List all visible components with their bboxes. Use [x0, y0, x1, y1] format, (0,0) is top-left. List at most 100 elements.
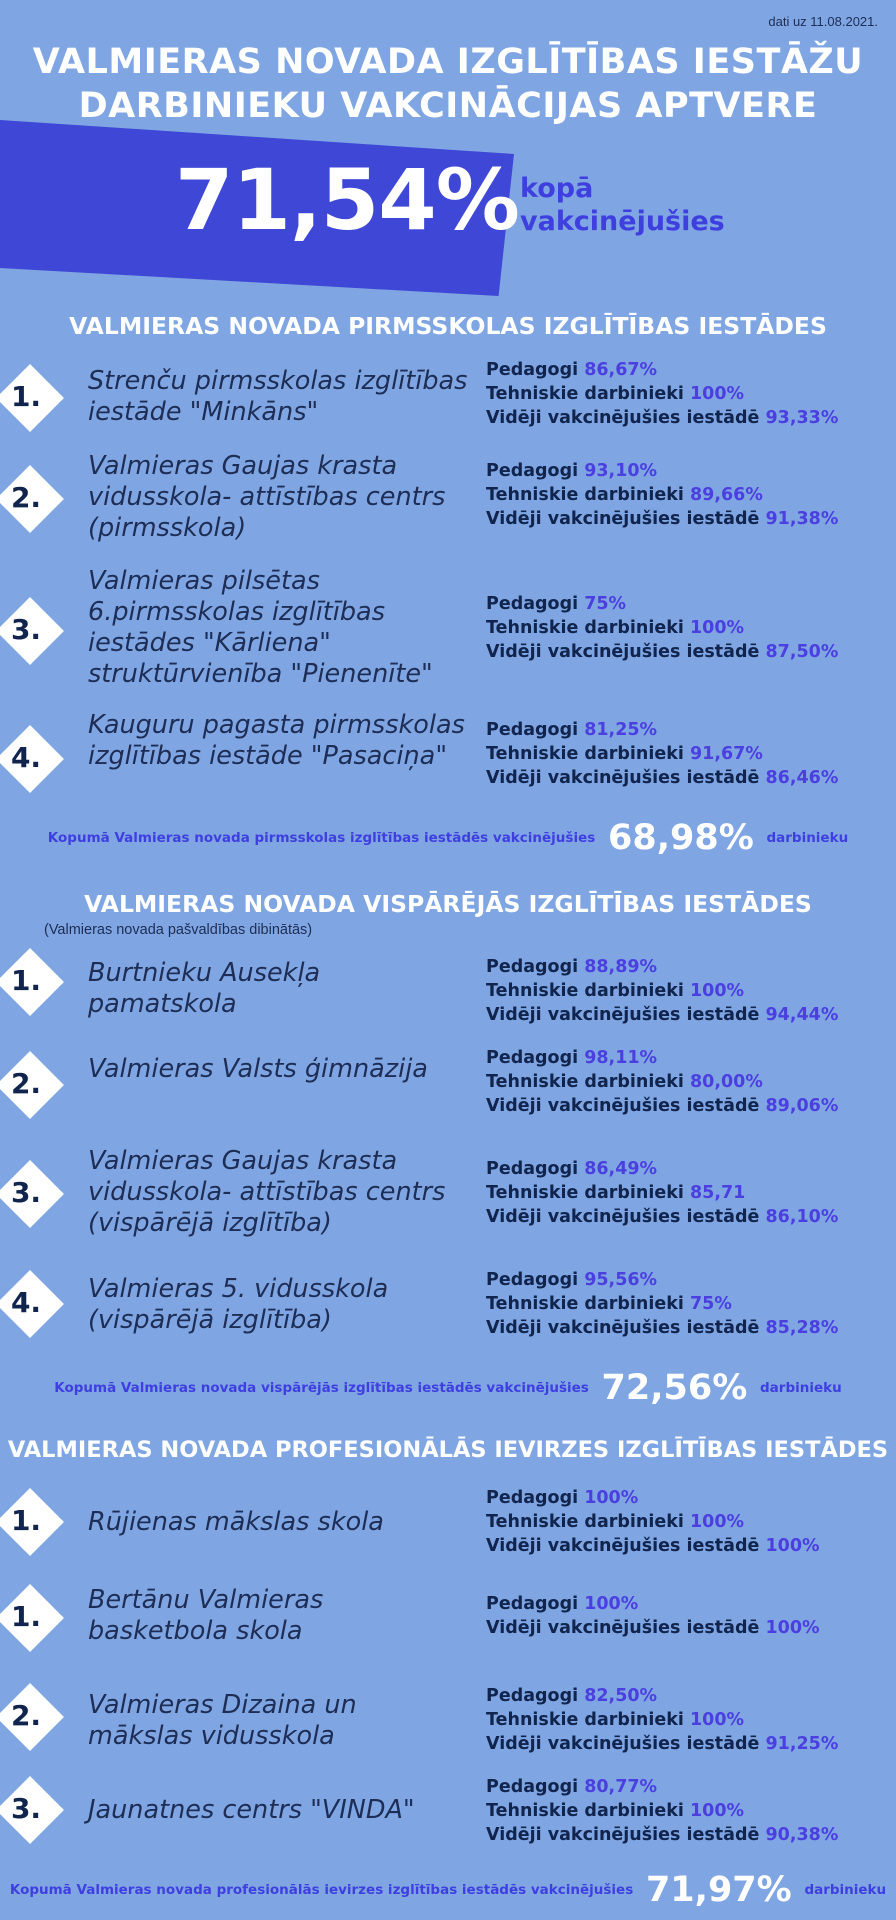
tehniskie-label: Tehniskie darbinieki [486, 744, 684, 764]
videji-label: Vidēji vakcinējušies iestādē [486, 1207, 760, 1227]
pedagogi-label: Pedagogi [486, 720, 579, 740]
pedagogi-value: 98,11% [584, 1048, 658, 1068]
institution-name: Valmieras Dizaina un mākslas vidusskola [88, 1690, 357, 1751]
videji-label: Vidēji vakcinējušies iestādē [486, 1096, 760, 1116]
videji-label: Vidēji vakcinējušies iestādē [486, 1005, 760, 1025]
tehniskie-value: 80,00% [689, 1072, 763, 1092]
videji-value: 86,46% [765, 768, 839, 788]
section-title: VALMIERAS NOVADA VISPĀRĒJĀS IZGLĪTĪBAS I… [84, 890, 812, 918]
institution-name: Kauguru pagasta pirmsskolas izglītības i… [88, 710, 465, 771]
pedagogi-value: 100% [584, 1594, 639, 1614]
total-percent: 71,54% [175, 151, 520, 249]
pedagogi-value: 82,50% [584, 1686, 658, 1706]
institution-name: Valmieras Gaujas krasta vidusskola- attī… [88, 451, 446, 543]
videji-label: Vidēji vakcinējušies iestādē [486, 1825, 760, 1845]
institution-name: Valmieras Gaujas krasta vidusskola- attī… [88, 1146, 446, 1238]
tehniskie-value: 89,66% [689, 485, 763, 505]
rank-number: 1. [10, 1504, 42, 1537]
main-title: VALMIERAS NOVADA IZGLĪTĪBAS IESTĀŽU DARB… [0, 40, 896, 128]
tehniskie-label: Tehniskie darbinieki [486, 384, 684, 404]
rank-number: 1. [10, 380, 42, 413]
rank-number: 3. [10, 1176, 42, 1209]
rank-number: 2. [10, 1699, 42, 1732]
videji-label: Vidēji vakcinējušies iestādē [486, 1618, 760, 1638]
tehniskie-label: Tehniskie darbinieki [486, 981, 684, 1001]
pedagogi-label: Pedagogi [486, 1594, 579, 1614]
videji-value: 90,38% [765, 1825, 839, 1845]
pedagogi-label: Pedagogi [486, 1048, 579, 1068]
tehniskie-value: 100% [689, 1801, 745, 1821]
section-total-prefix: Kopumā Valmieras novada vispārējās izglī… [54, 1380, 589, 1396]
pedagogi-label: Pedagogi [486, 1686, 579, 1706]
section-total-suffix: darbinieku [760, 1380, 842, 1396]
rank-number: 4. [10, 1286, 42, 1319]
tehniskie-label: Tehniskie darbinieki [486, 1072, 684, 1092]
pedagogi-value: 75% [584, 594, 627, 614]
section-title: VALMIERAS NOVADA PIRMSSKOLAS IZGLĪTĪBAS … [69, 312, 827, 340]
pedagogi-value: 100% [584, 1488, 639, 1508]
stats-block: Pedagogi 86,67% Tehniskie darbinieki 100… [486, 358, 838, 430]
tehniskie-value: 100% [689, 981, 745, 1001]
pedagogi-label: Pedagogi [486, 1270, 579, 1290]
pedagogi-label: Pedagogi [486, 1159, 579, 1179]
videji-label: Vidēji vakcinējušies iestādē [486, 768, 760, 788]
tehniskie-value: 100% [689, 618, 745, 638]
rank-number: 2. [10, 1067, 42, 1100]
videji-value: 93,33% [765, 408, 839, 428]
institution-name: Jaunatnes centrs "VINDA" [88, 1795, 415, 1825]
pedagogi-label: Pedagogi [486, 1777, 579, 1797]
tehniskie-label: Tehniskie darbinieki [486, 1710, 684, 1730]
section-total: Kopumā Valmieras novada profesionālās ie… [0, 1870, 896, 1910]
rank-number: 1. [10, 964, 42, 997]
data-date: dati uz 11.08.2021. [768, 14, 878, 29]
stats-block: Pedagogi 82,50% Tehniskie darbinieki 100… [486, 1684, 838, 1756]
tehniskie-value: 100% [689, 1512, 745, 1532]
tehniskie-label: Tehniskie darbinieki [486, 618, 684, 638]
tehniskie-label: Tehniskie darbinieki [486, 1512, 684, 1532]
section-total-prefix: Kopumā Valmieras novada profesionālās ie… [9, 1882, 634, 1898]
institution-name: Valmieras pilsētas 6.pirmsskolas izglītī… [88, 566, 433, 689]
videji-value: 85,28% [765, 1318, 839, 1338]
section-title: VALMIERAS NOVADA PROFESIONĀLĀS IEVIRZES … [7, 1437, 889, 1463]
stats-block: Pedagogi 100% Vidēji vakcinējušies iestā… [486, 1592, 820, 1640]
tehniskie-label: Tehniskie darbinieki [486, 485, 684, 505]
section-total-suffix: darbinieku [804, 1882, 887, 1898]
stats-block: Pedagogi 100% Tehniskie darbinieki 100% … [486, 1486, 820, 1558]
institution-name: Valmieras Valsts ģimnāzija [88, 1054, 428, 1084]
videji-value: 91,38% [765, 509, 839, 529]
stats-block: Pedagogi 88,89% Tehniskie darbinieki 100… [486, 955, 838, 1027]
videji-value: 86,10% [765, 1207, 839, 1227]
videji-label: Vidēji vakcinējušies iestādē [486, 509, 760, 529]
pedagogi-label: Pedagogi [486, 957, 579, 977]
pedagogi-value: 95,56% [584, 1270, 658, 1290]
videji-value: 94,44% [765, 1005, 839, 1025]
pedagogi-value: 88,89% [584, 957, 658, 977]
videji-label: Vidēji vakcinējušies iestādē [486, 642, 760, 662]
total-caption: kopā vakcinējušies [520, 172, 725, 238]
stats-block: Pedagogi 95,56% Tehniskie darbinieki 75%… [486, 1268, 838, 1340]
videji-label: Vidēji vakcinējušies iestādē [486, 408, 760, 428]
tehniskie-value: 75% [689, 1294, 732, 1314]
videji-value: 91,25% [765, 1734, 839, 1754]
section-total-percent: 68,98% [607, 818, 754, 858]
pedagogi-value: 93,10% [584, 461, 658, 481]
pedagogi-label: Pedagogi [486, 360, 579, 380]
pedagogi-label: Pedagogi [486, 594, 579, 614]
section-total-suffix: darbinieku [766, 830, 849, 846]
rank-number: 1. [10, 1600, 42, 1633]
section-total: Kopumā Valmieras novada vispārējās izglī… [0, 1368, 896, 1408]
videji-label: Vidēji vakcinējušies iestādē [486, 1536, 760, 1556]
pedagogi-label: Pedagogi [486, 461, 579, 481]
section-total: Kopumā Valmieras novada pirmsskolas izgl… [0, 818, 896, 858]
tehniskie-value: 91,67% [689, 744, 763, 764]
section-total-percent: 72,56% [601, 1368, 748, 1408]
tehniskie-value: 85,71 [689, 1183, 746, 1203]
main-title-line-1: VALMIERAS NOVADA IZGLĪTĪBAS IESTĀŽU [32, 42, 864, 82]
institution-name: Strenču pirmsskolas izglītības iestāde "… [88, 366, 468, 427]
stats-block: Pedagogi 81,25% Tehniskie darbinieki 91,… [486, 718, 838, 790]
institution-name: Rūjienas mākslas skola [88, 1507, 384, 1537]
institution-name: Bertānu Valmieras basketbola skola [88, 1585, 324, 1646]
stats-block: Pedagogi 98,11% Tehniskie darbinieki 80,… [486, 1046, 838, 1118]
videji-value: 100% [765, 1536, 820, 1556]
pedagogi-value: 81,25% [584, 720, 658, 740]
